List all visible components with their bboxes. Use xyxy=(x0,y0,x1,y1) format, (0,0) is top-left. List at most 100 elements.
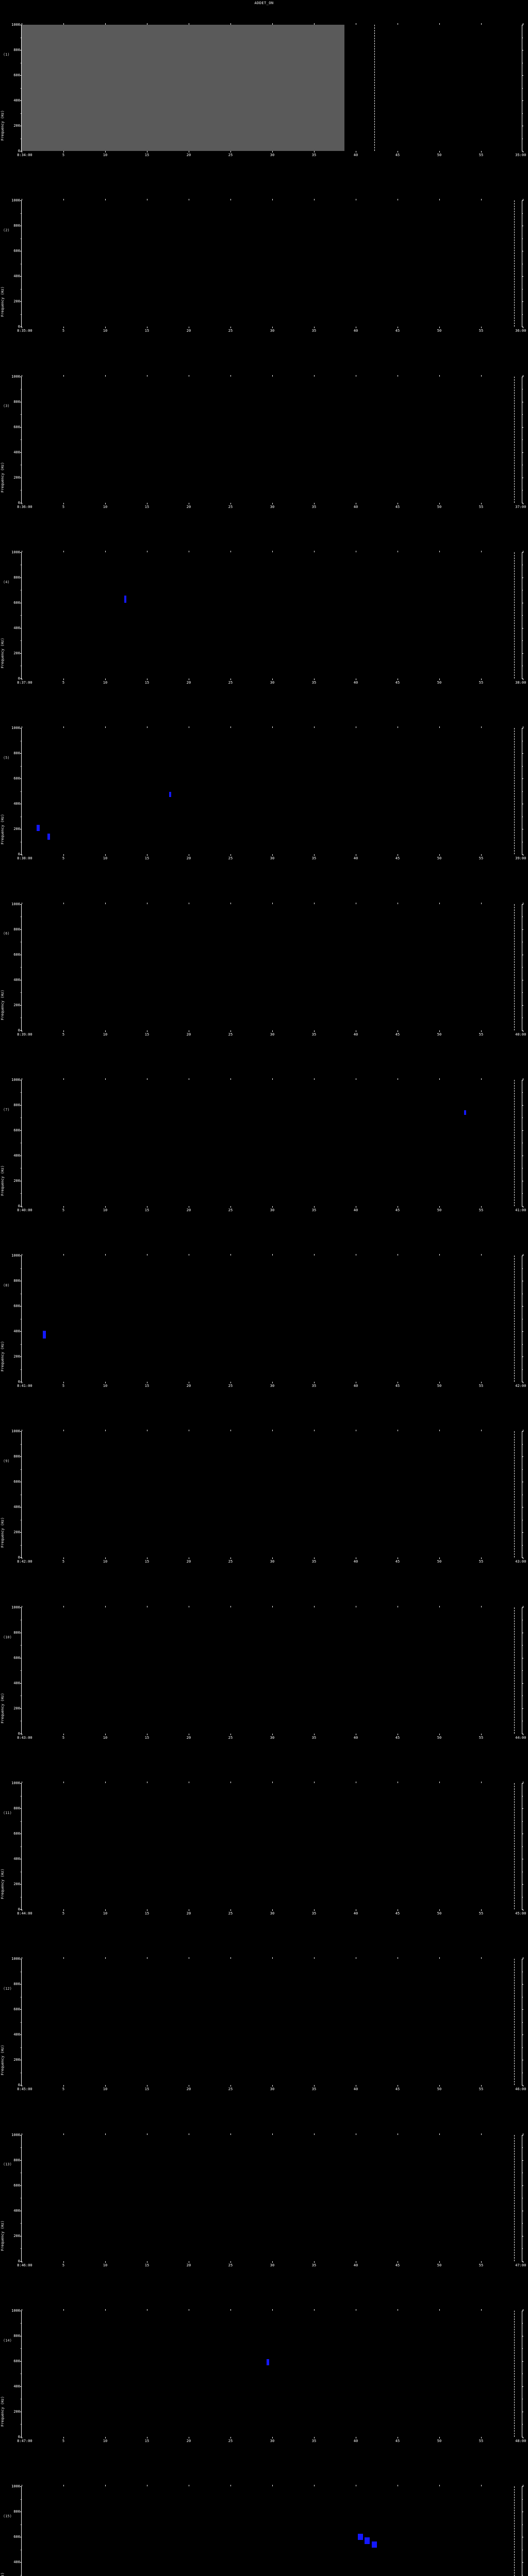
y-tick-label: 400 xyxy=(13,274,20,279)
x-tick-mark-top xyxy=(439,726,440,728)
y-tick-label: 0 xyxy=(18,2259,20,2263)
x-tick-label: 5 xyxy=(62,1911,65,1916)
y-tick-mark-right xyxy=(522,904,523,905)
x-tick-label: 10 xyxy=(103,1384,108,1388)
x-tick-label: 55 xyxy=(478,153,484,157)
y-tick-label: 0 xyxy=(18,325,20,329)
x-tick-label: 30 xyxy=(270,2438,275,2443)
x-tick-mark xyxy=(272,151,273,152)
x-tick-mark-top xyxy=(314,23,315,25)
x-tick-label: 40 xyxy=(353,1735,358,1740)
x-tick-label: 40 xyxy=(353,329,358,333)
y-minor-tick xyxy=(21,967,22,968)
x-tick-mark-top xyxy=(481,2485,482,2487)
threshold-dashed-line xyxy=(514,728,515,855)
x-tick-label: 30 xyxy=(270,2087,275,2092)
detection-mark xyxy=(357,2534,363,2540)
x-tick-label: 20 xyxy=(186,1735,191,1740)
plot-axes: 0 200 400 600 800 1000 8:40:00 5 10 15 20 25 30 35 40 4… xyxy=(11,1078,526,1212)
y-tick-label: 0 xyxy=(18,1380,20,1384)
x-tick-label: 30 xyxy=(270,1208,275,1212)
x-tick-label: 10 xyxy=(103,329,108,333)
x-tick-mark-top xyxy=(63,1078,64,1080)
y-minor-tick xyxy=(21,1117,22,1118)
y-tick-mark xyxy=(20,1607,22,1608)
x-tick-mark-top xyxy=(314,1430,315,1432)
x-tick-mark xyxy=(314,1382,315,1384)
x-tick-label: 10 xyxy=(103,504,108,509)
y-tick-mark xyxy=(20,2562,22,2563)
y-minor-tick-right xyxy=(522,1268,523,1269)
spectrogram-panel: (11) Frequency (Hz) 0 200 400 600 800 1000 8:44:… xyxy=(0,1758,528,1935)
y-tick-label: 1000 xyxy=(11,198,20,203)
x-tick-label: 20 xyxy=(186,856,191,861)
x-tick-mark xyxy=(230,151,231,152)
spectrogram-image xyxy=(22,1959,522,2086)
y-tick-mark-right xyxy=(522,1909,523,1910)
x-tick-label: 50 xyxy=(437,856,442,861)
y-tick-label: 600 xyxy=(13,776,20,781)
y-tick-mark-right xyxy=(522,200,523,201)
y-tick-label: 400 xyxy=(13,2384,20,2388)
x-tick-mark-top xyxy=(439,1605,440,1607)
x-tick-mark xyxy=(272,854,273,856)
x-tick-label: 35 xyxy=(311,2438,317,2443)
y-tick-mark xyxy=(20,1532,22,1533)
x-tick-label: 8:37:00 xyxy=(17,680,32,685)
x-tick-mark-top xyxy=(230,1782,231,1783)
x-tick-label: 37:00 xyxy=(515,504,526,509)
y-tick-mark xyxy=(20,753,22,754)
x-tick-label: 15 xyxy=(144,1032,150,1037)
x-tick-label: 15 xyxy=(144,1208,150,1212)
x-tick-mark xyxy=(439,2436,440,2438)
x-tick-mark xyxy=(63,1733,64,1735)
x-tick-label: 15 xyxy=(144,1384,150,1388)
y-tick-mark xyxy=(20,929,22,930)
y-tick-mark xyxy=(20,1456,22,1458)
x-tick-mark-top xyxy=(63,550,64,552)
y-axis-label: Frequency (Hz) xyxy=(1,989,5,1020)
x-tick-label: 15 xyxy=(144,504,150,509)
x-tick-mark xyxy=(230,678,231,680)
x-tick-label: 55 xyxy=(478,2263,484,2267)
y-minor-tick-right xyxy=(522,1670,523,1671)
y-tick-mark xyxy=(20,1030,22,1031)
x-tick-mark-top xyxy=(230,2309,231,2311)
x-tick-mark xyxy=(481,854,482,856)
x-tick-mark-top xyxy=(314,2309,315,2311)
x-tick-label: 15 xyxy=(144,2263,150,2267)
x-tick-label: 10 xyxy=(103,2087,108,2092)
x-tick-mark-top xyxy=(314,2133,315,2135)
x-tick-mark-top xyxy=(230,375,231,377)
spectrogram-image xyxy=(22,1079,522,1206)
y-tick-mark-right xyxy=(522,1331,523,1332)
y-tick-mark-right xyxy=(522,929,523,930)
x-tick-mark xyxy=(272,2436,273,2438)
plot-axes: 0 200 400 600 800 1000 8:38:00 5 10 15 20 25 30 35 40 4… xyxy=(11,726,526,860)
y-tick-label: 1000 xyxy=(11,1605,20,1609)
x-tick-mark-top xyxy=(105,902,106,904)
x-tick-label: 40 xyxy=(353,1384,358,1388)
x-tick-label: 55 xyxy=(478,680,484,685)
y-minor-tick xyxy=(21,113,22,114)
x-tick-mark-top xyxy=(481,1430,482,1432)
x-tick-mark xyxy=(272,2085,273,2087)
y-tick-mark xyxy=(20,653,22,654)
y-tick-label: 400 xyxy=(13,625,20,630)
plot-axes: 020040060080010008:48:005101520253035404… xyxy=(11,2484,523,2576)
y-axis-label: Frequency (Hz) xyxy=(1,1869,5,1900)
x-tick-mark xyxy=(105,1206,106,1208)
x-tick-mark xyxy=(314,1030,315,1032)
x-tick-mark xyxy=(272,1030,273,1032)
x-tick-mark xyxy=(314,2085,315,2087)
x-tick-label: 30 xyxy=(270,1560,275,1564)
panel-index-label: (12) xyxy=(3,1987,12,1991)
y-minor-tick xyxy=(21,640,22,641)
x-tick-label: 8:43:00 xyxy=(17,1735,32,1740)
x-tick-label: 40 xyxy=(353,2438,358,2443)
x-tick-label: 50 xyxy=(437,1911,442,1916)
y-minor-tick xyxy=(21,289,22,290)
y-tick-mark xyxy=(20,904,22,905)
y-tick-label: 800 xyxy=(13,1279,20,1283)
